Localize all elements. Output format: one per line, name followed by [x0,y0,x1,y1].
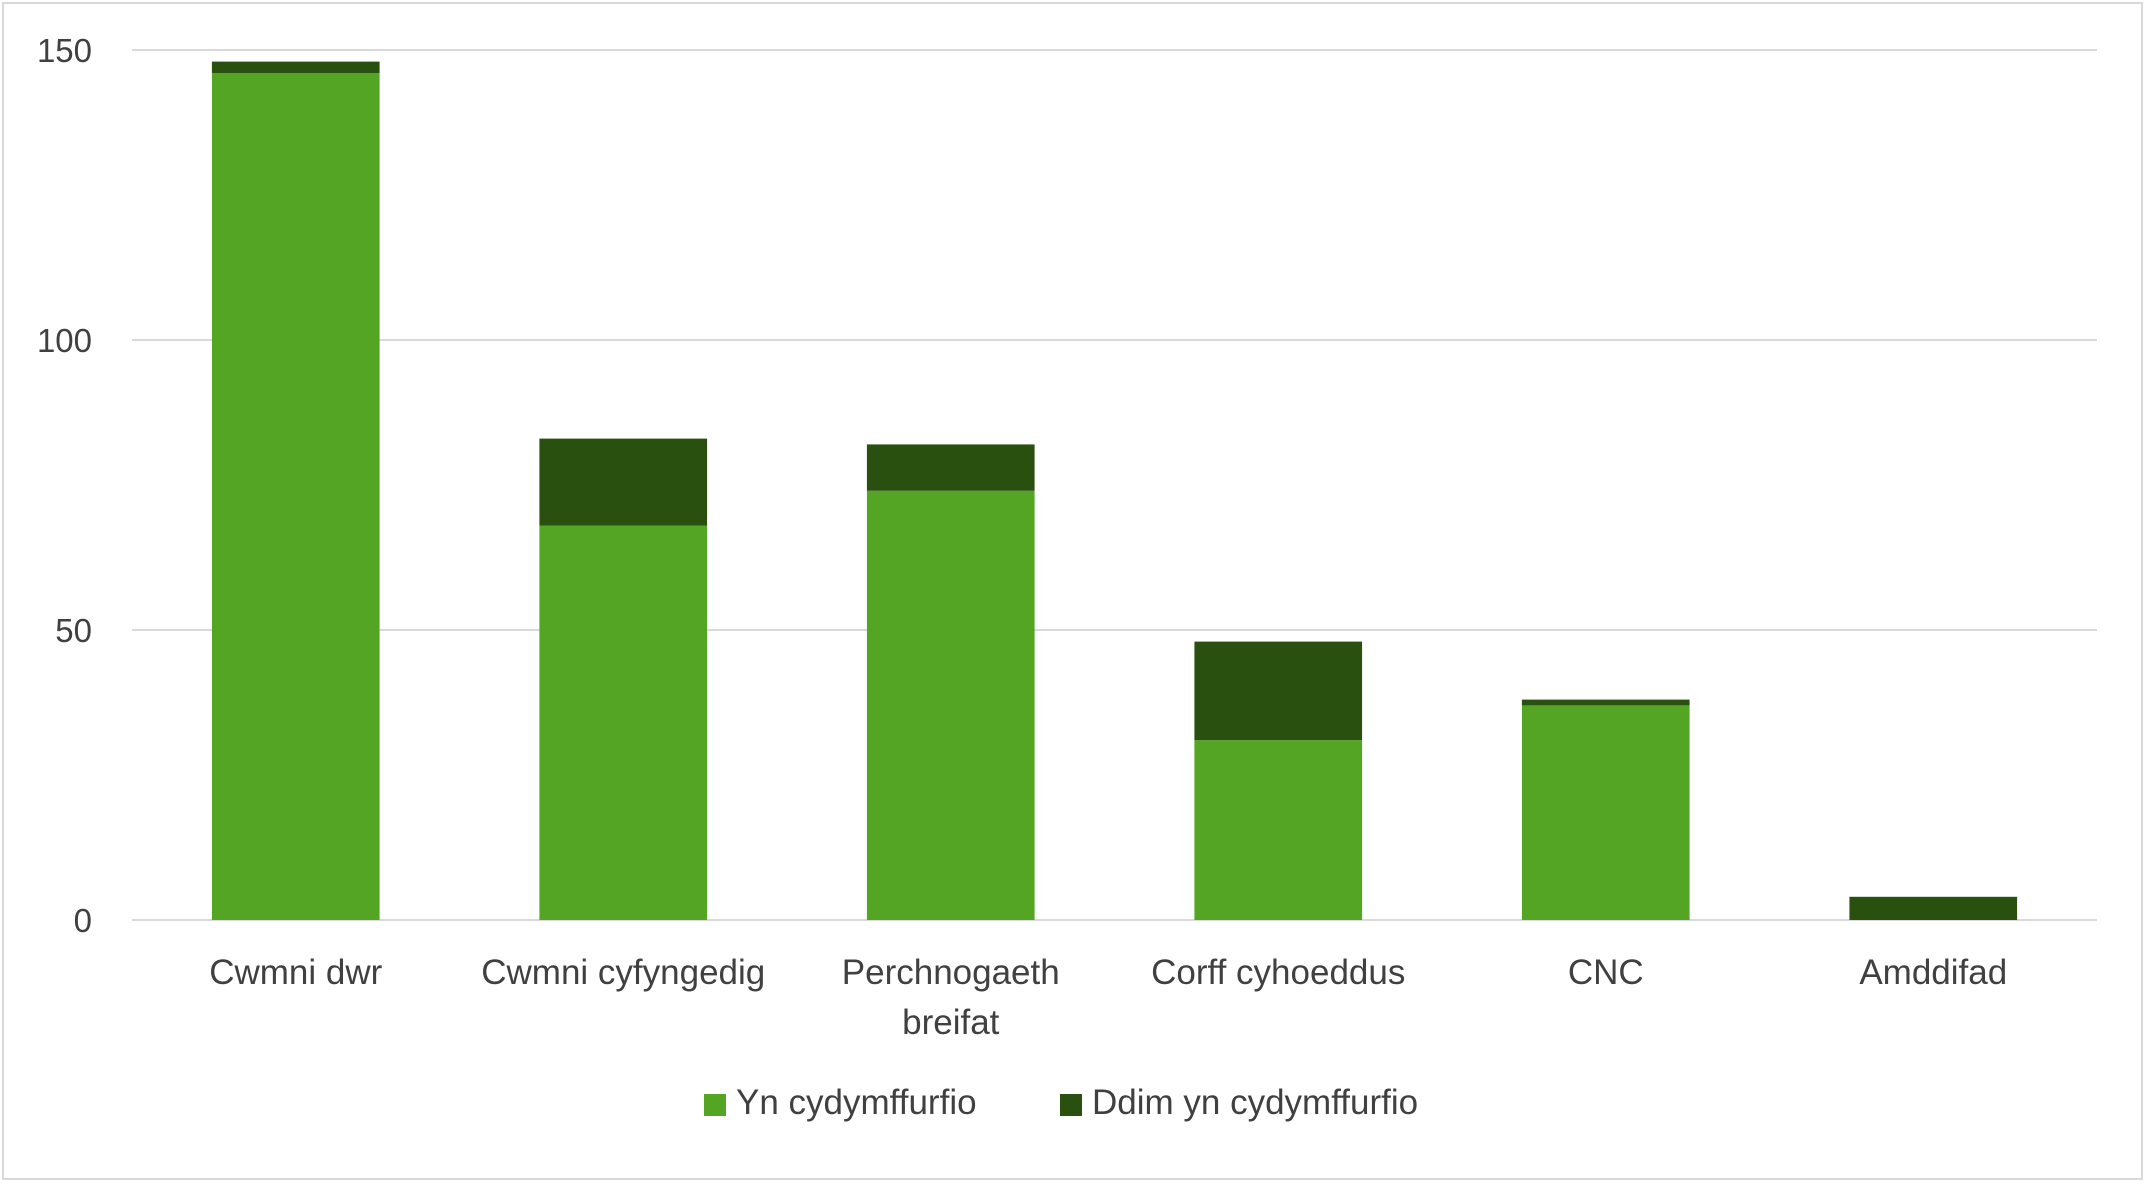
x-category-label: Amddifad [1859,953,2007,992]
bar-segment-yn-cydymffurfio-3 [1194,740,1363,920]
x-axis-category-labels: Cwmni dwr Cwmni cyfyngedig Perchnogaeth bre… [209,953,2007,1042]
x-category-label: Corff cyhoeddus [1151,953,1405,992]
bar-segment-yn-cydymffurfio-0 [211,73,380,920]
bar-segment-ddim-yn-cydymffurfio-4 [1521,699,1690,706]
legend-item-ddim-yn-cydymffurfio: Ddim yn cydymffurfio [1060,1083,1418,1122]
x-category-label: breifat [902,1003,1000,1042]
bar-segment-ddim-yn-cydymffurfio-3 [1194,641,1363,741]
bar-segment-ddim-yn-cydymffurfio-1 [539,438,708,526]
bar-segment-ddim-yn-cydymffurfio-5 [1849,896,2018,920]
y-axis-tick-labels: 0 50 100 150 [37,32,92,939]
bar-segment-ddim-yn-cydymffurfio-2 [866,444,1035,491]
bar-segment-yn-cydymffurfio-2 [866,490,1035,920]
x-category-label: Perchnogaeth [842,953,1060,992]
legend-swatch [1060,1094,1082,1116]
gridlines [132,49,2097,921]
bar-segment-yn-cydymffurfio-1 [539,525,708,920]
legend-item-yn-cydymffurfio: Yn cydymffurfio [704,1083,977,1122]
y-tick-label: 150 [37,32,92,69]
bar-segment-yn-cydymffurfio-4 [1521,705,1690,920]
legend-label: Ddim yn cydymffurfio [1092,1083,1418,1122]
x-category-label: Cwmni dwr [209,953,382,992]
y-tick-label: 50 [55,612,92,649]
y-tick-label: 0 [74,902,92,939]
legend: Yn cydymffurfio Ddim yn cydymffurfio [704,1083,1418,1122]
y-tick-label: 100 [37,322,92,359]
x-category-label: CNC [1568,953,1644,992]
legend-swatch [704,1094,726,1116]
legend-label: Yn cydymffurfio [736,1083,977,1122]
bar-segment-ddim-yn-cydymffurfio-0 [211,61,380,74]
x-category-label: Cwmni cyfyngedig [481,953,765,992]
bars [211,61,2018,920]
